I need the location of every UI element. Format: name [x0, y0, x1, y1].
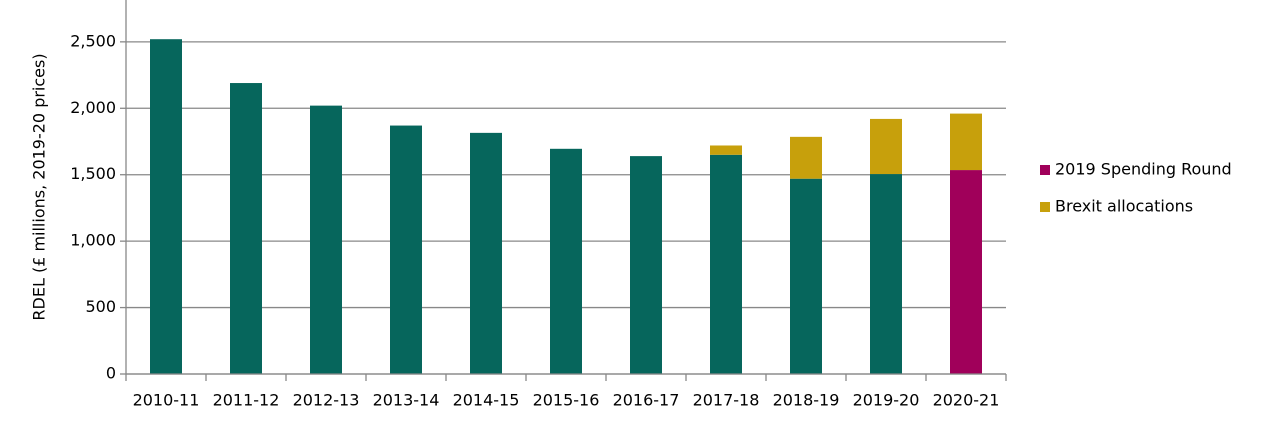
x-tick-label: 2019-20: [853, 391, 920, 410]
bar-segment: [870, 174, 902, 374]
bar-segment: [710, 154, 742, 374]
bar-segment: [950, 113, 982, 171]
bar-segment: [550, 148, 582, 374]
x-tick-label: 2010-11: [133, 391, 200, 410]
y-tick-label: 500: [85, 297, 116, 316]
legend-label: Brexit allocations: [1055, 197, 1193, 216]
x-tick-label: 2012-13: [293, 391, 360, 410]
bar-segment: [230, 83, 262, 375]
y-tick-label: 0: [106, 364, 116, 383]
x-tick-label: 2014-15: [453, 391, 520, 410]
x-tick-label: 2017-18: [693, 391, 760, 410]
bar-segment: [710, 145, 742, 155]
bar-segment: [870, 118, 902, 175]
x-tick-label: 2015-16: [533, 391, 600, 410]
legend-swatch: [1040, 165, 1050, 175]
y-tick-label: 1,500: [70, 164, 116, 183]
bar-segment: [630, 156, 662, 374]
bar-segment: [390, 125, 422, 374]
x-tick-label: 2020-21: [933, 391, 1000, 410]
x-tick-label: 2018-19: [773, 391, 840, 410]
legend-label: 2019 Spending Round: [1055, 160, 1232, 179]
y-tick-label: 2,500: [70, 31, 116, 50]
bar-segment: [950, 170, 982, 374]
bar-segment: [470, 132, 502, 374]
bar-segment: [150, 39, 182, 374]
legend-swatch: [1040, 202, 1050, 212]
x-tick-label: 2013-14: [373, 391, 440, 410]
bar-segment: [790, 136, 822, 179]
x-tick-label: 2011-12: [213, 391, 280, 410]
bar-segment: [310, 105, 342, 374]
y-tick-label: 1,000: [70, 231, 116, 250]
bar-segment: [790, 178, 822, 374]
x-tick-label: 2016-17: [613, 391, 680, 410]
y-axis-title: RDEL (£ millions, 2019-20 prices): [30, 53, 49, 320]
y-tick-label: 2,000: [70, 98, 116, 117]
